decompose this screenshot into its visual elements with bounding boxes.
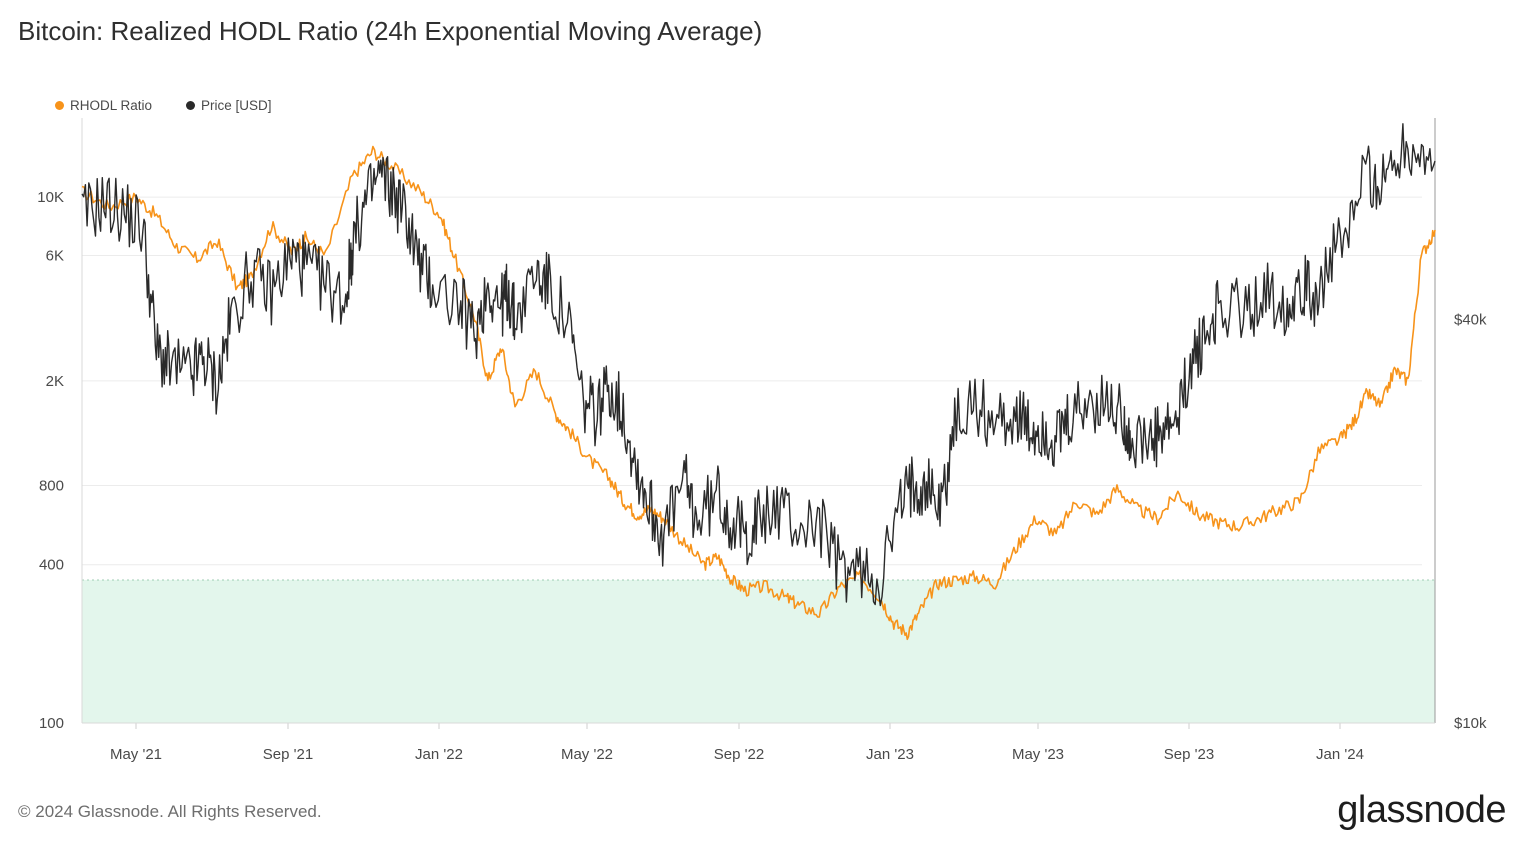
y-left-tick-label: 800 [39, 478, 64, 495]
x-tick-label: Sep '22 [714, 746, 764, 763]
copyright-footer: © 2024 Glassnode. All Rights Reserved. [18, 802, 322, 821]
series-price-line [81, 123, 1436, 607]
x-tick-label: Jan '22 [415, 746, 463, 763]
series-rhodl-ratio-line [81, 145, 1436, 641]
legend-item-rhodl[interactable]: RHODL Ratio [55, 98, 152, 113]
y-right-tick-label: $40k [1454, 312, 1487, 329]
legend: RHODL Ratio Price [USD] [55, 98, 272, 113]
legend-rhodl-dot-icon [55, 101, 64, 110]
highlight-band [82, 579, 1435, 723]
x-tick-label: Sep '21 [263, 746, 313, 763]
x-tick-label: Jan '23 [866, 746, 914, 763]
y-left-tick-label: 100 [39, 715, 64, 732]
x-tick-label: May '23 [1012, 746, 1064, 763]
legend-price-dot-icon [186, 101, 196, 110]
y-left-tick-label: 10K [37, 189, 64, 206]
legend-rhodl-label: RHODL Ratio [70, 98, 153, 113]
y-left-tick-label: 6K [46, 247, 64, 264]
x-tick-label: May '21 [110, 746, 162, 763]
y-left-tick-label: 2K [46, 373, 64, 390]
x-tick-label: Jan '24 [1316, 746, 1364, 763]
chart-title: Bitcoin: Realized HODL Ratio (24h Expone… [18, 16, 763, 46]
legend-price-label: Price [USD] [201, 98, 272, 113]
x-tick-label: May '22 [561, 746, 613, 763]
glassnode-logo: glassnode [1337, 789, 1506, 831]
x-tick-label: Sep '23 [1164, 746, 1214, 763]
y-right-tick-label: $10k [1454, 715, 1487, 732]
legend-item-price[interactable]: Price [USD] [186, 98, 272, 113]
y-left-tick-label: 400 [39, 557, 64, 574]
